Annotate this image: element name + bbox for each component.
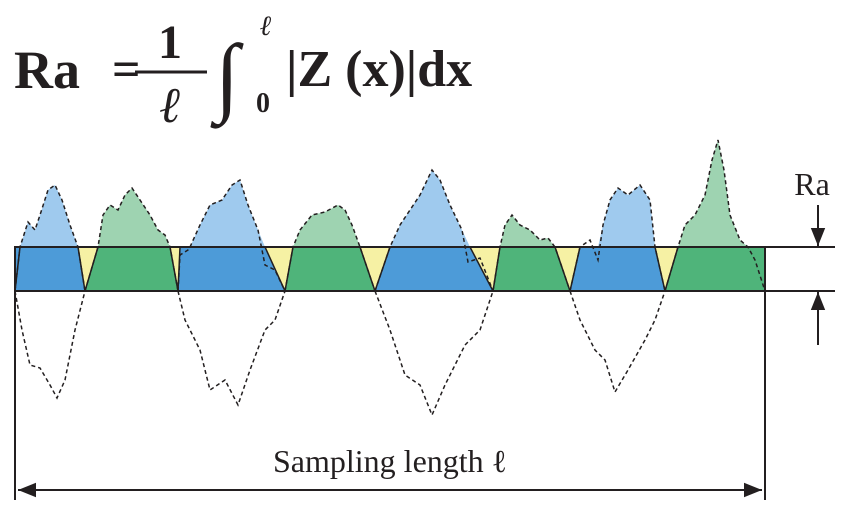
formula-lower: 0 xyxy=(256,88,270,119)
profile-line xyxy=(14,139,766,417)
formula-upper: ℓ xyxy=(259,11,272,42)
peak xyxy=(293,205,360,247)
sampling-length-label: Sampling length ℓ xyxy=(273,443,507,479)
formula-integral: ∫ xyxy=(210,28,244,129)
band-outline xyxy=(14,246,766,292)
dimensions: Sampling length ℓ Ra xyxy=(14,166,835,500)
peak xyxy=(390,170,470,247)
peak xyxy=(190,180,265,247)
peak xyxy=(678,140,748,247)
peak xyxy=(98,188,170,247)
formula-equals: = xyxy=(112,41,141,97)
profile xyxy=(14,139,766,417)
formula-numerator: 1 xyxy=(158,16,182,69)
ra-label: Ra xyxy=(794,166,830,202)
valleys xyxy=(14,246,766,292)
peak xyxy=(598,185,655,247)
peak xyxy=(20,185,78,247)
formula-denominator: ℓ xyxy=(160,77,181,133)
formula-lhs: Ra xyxy=(14,40,80,100)
peak xyxy=(500,215,555,247)
formula: Ra = 1 ℓ ∫ ℓ 0 |Z (x)|dx xyxy=(14,11,472,133)
formula-integrand: |Z (x)|dx xyxy=(286,41,472,98)
